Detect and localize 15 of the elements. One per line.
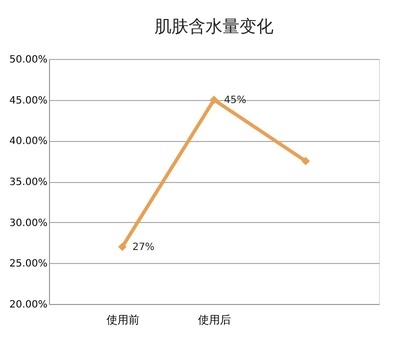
point [118,242,127,252]
y-tick-label: 50.00% [9,54,48,66]
chart-title: 肌肤含水量变化 [154,17,274,37]
y-tick-label: 25.00% [9,258,48,270]
point [210,96,218,104]
y-tick-label: 35.00% [9,177,48,188]
x-tick-label: 使用后 [198,314,231,326]
point [301,156,310,166]
y-tick-label: 40.00% [9,136,48,148]
x-tick-label: 使用前 [106,314,140,326]
data-label: 27% [132,242,155,253]
y-tick-label: 20.00% [9,300,48,310]
data-label: 45% [224,94,246,106]
y-tick-label: 45.00% [9,95,48,106]
y-tick-label: 30.00% [9,218,48,229]
